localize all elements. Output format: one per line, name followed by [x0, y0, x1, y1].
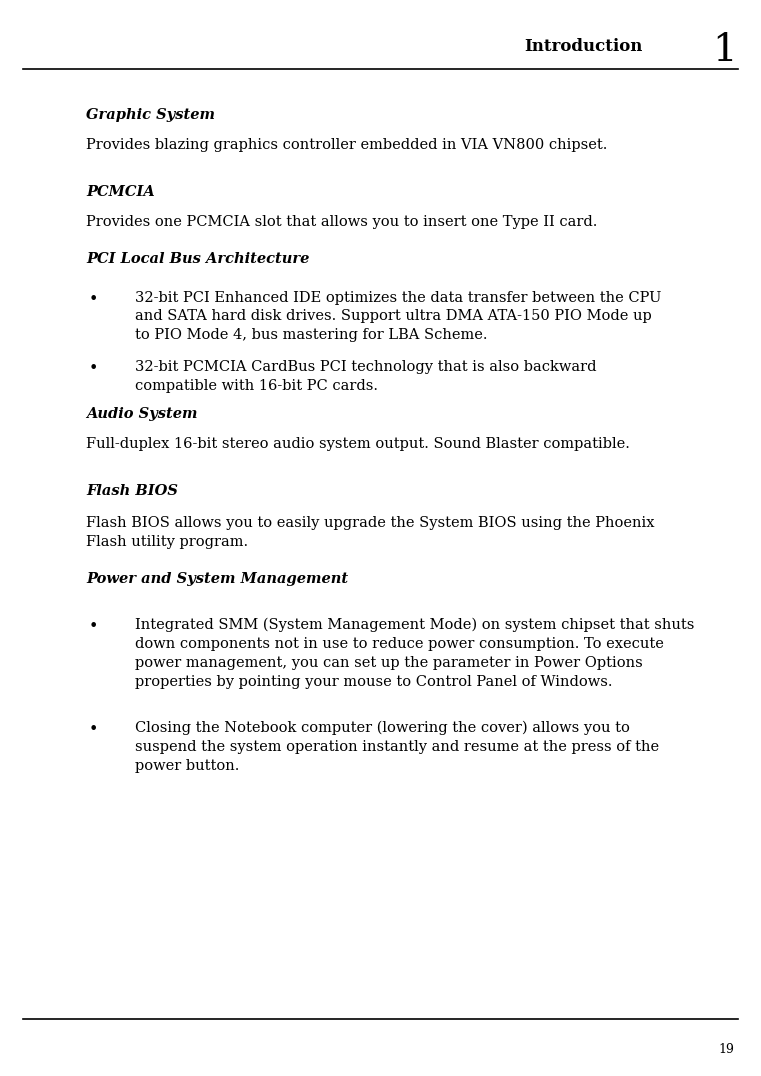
Text: Graphic System: Graphic System: [86, 108, 215, 122]
Text: •: •: [88, 721, 97, 738]
Text: Provides one PCMCIA slot that allows you to insert one Type II card.: Provides one PCMCIA slot that allows you…: [86, 215, 597, 229]
Text: •: •: [88, 360, 97, 378]
Text: •: •: [88, 618, 97, 635]
Text: Full-duplex 16-bit stereo audio system output. Sound Blaster compatible.: Full-duplex 16-bit stereo audio system o…: [86, 437, 630, 451]
Text: Flash BIOS: Flash BIOS: [86, 484, 178, 498]
Text: 32-bit PCI Enhanced IDE optimizes the data transfer between the CPU
and SATA har: 32-bit PCI Enhanced IDE optimizes the da…: [135, 291, 662, 342]
Text: Audio System: Audio System: [86, 407, 198, 421]
Text: •: •: [88, 291, 97, 308]
Text: Power and System Management: Power and System Management: [86, 572, 348, 586]
Text: 19: 19: [718, 1043, 734, 1056]
Text: Flash BIOS allows you to easily upgrade the System BIOS using the Phoenix
Flash : Flash BIOS allows you to easily upgrade …: [86, 516, 654, 550]
Text: 1: 1: [712, 32, 737, 69]
Text: PCMCIA: PCMCIA: [86, 185, 154, 199]
Text: Integrated SMM (System Management Mode) on system chipset that shuts
down compon: Integrated SMM (System Management Mode) …: [135, 618, 695, 689]
Text: Closing the Notebook computer (lowering the cover) allows you to
suspend the sys: Closing the Notebook computer (lowering …: [135, 721, 660, 774]
Text: Provides blazing graphics controller embedded in VIA VN800 chipset.: Provides blazing graphics controller emb…: [86, 138, 607, 152]
Text: Introduction: Introduction: [524, 38, 643, 55]
Text: PCI Local Bus Architecture: PCI Local Bus Architecture: [86, 252, 310, 266]
Text: 32-bit PCMCIA CardBus PCI technology that is also backward
compatible with 16-bi: 32-bit PCMCIA CardBus PCI technology tha…: [135, 360, 597, 394]
